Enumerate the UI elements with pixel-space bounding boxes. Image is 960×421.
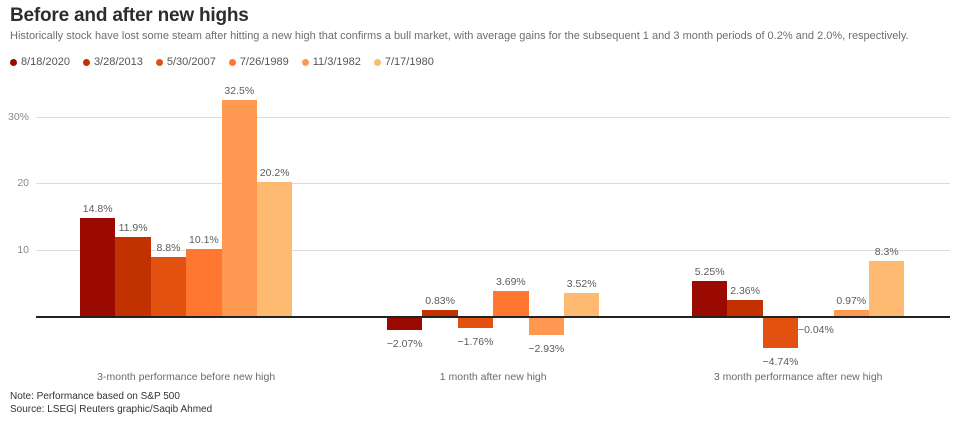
bar: [869, 260, 905, 316]
bar: [221, 99, 257, 316]
value-label: 5.25%: [694, 266, 725, 279]
legend-item-label: 7/26/1989: [239, 56, 289, 68]
chart-source: Source: LSEG| Reuters graphic/Saqib Ahme…: [10, 404, 213, 415]
bar: [692, 281, 728, 316]
x-axis-category-label: 3-month performance before new high: [97, 371, 276, 383]
legend-dot-icon: [155, 58, 163, 66]
bar: [762, 316, 799, 348]
bar: [186, 248, 222, 316]
value-label: 8.8%: [156, 242, 181, 255]
legend-item-label: 11/3/1982: [312, 56, 361, 68]
legend-item: 7/26/1989: [228, 56, 289, 68]
value-label: −4.74%: [762, 355, 799, 368]
value-label: −2.07%: [386, 337, 423, 350]
value-label: −1.76%: [457, 335, 494, 348]
gridline: [36, 116, 950, 118]
bar: [564, 292, 600, 316]
legend-item: 5/30/2007: [155, 56, 216, 68]
value-label: 14.8%: [82, 202, 113, 215]
value-label: 3.69%: [496, 276, 526, 289]
legend-item: 3/28/2013: [82, 56, 143, 68]
legend-item-label: 3/28/2013: [93, 56, 143, 68]
bar: [80, 217, 116, 316]
value-label: 8.3%: [874, 245, 899, 258]
value-label: 32.5%: [224, 84, 255, 97]
bar: [528, 316, 564, 336]
bar: [457, 316, 494, 328]
bar: [833, 309, 869, 316]
legend-item-label: 8/18/2020: [21, 56, 70, 68]
legend-item-label: 7/17/1980: [384, 56, 434, 68]
legend: 8/18/2020 3/28/2013 5/30/2007 7/26/1989 11/3…: [10, 56, 434, 68]
bar: [493, 291, 529, 316]
legend-dot-icon: [373, 58, 381, 66]
gridline: [36, 249, 950, 251]
legend-dot-icon: [301, 58, 309, 66]
value-label: 11.9%: [118, 221, 148, 234]
bar: [422, 310, 458, 316]
bar: [115, 236, 151, 316]
bar: [257, 181, 293, 316]
legend-dot-icon: [82, 58, 90, 66]
legend-dot-icon: [10, 58, 17, 66]
legend-item-label: 5/30/2007: [166, 56, 216, 68]
legend-item: 11/3/1982: [301, 56, 361, 68]
page-title: Before and after new highs: [10, 5, 249, 26]
y-axis-tick-label: 20: [17, 177, 29, 189]
gridline: [36, 183, 950, 184]
value-label: 2.36%: [730, 285, 760, 298]
legend-item: 8/18/2020: [10, 56, 70, 68]
bar: [387, 316, 423, 330]
chart-subtitle: Historically stock have lost some steam …: [10, 30, 909, 42]
legend-dot-icon: [228, 58, 236, 66]
chart-note: Note: Performance based on S&P 500: [10, 391, 180, 402]
bar: [150, 257, 187, 316]
zero-axis-line: [36, 316, 950, 318]
value-label: 20.2%: [259, 166, 290, 179]
value-label: −2.93%: [528, 343, 565, 356]
bar: [727, 300, 763, 316]
y-axis-tick-label: 10: [17, 243, 29, 256]
x-axis-category-label: 1 month after new high: [439, 371, 547, 383]
value-label: 0.83%: [425, 295, 455, 308]
value-label: −0.04%: [797, 324, 834, 337]
y-axis-tick-label: 30%: [7, 110, 29, 123]
value-label: 0.97%: [836, 294, 867, 307]
x-axis-category-label: 3 month performance after new high: [713, 371, 883, 383]
legend-item: 7/17/1980: [373, 56, 434, 68]
value-label: 3.52%: [566, 277, 597, 290]
value-label: 10.1%: [189, 233, 219, 246]
